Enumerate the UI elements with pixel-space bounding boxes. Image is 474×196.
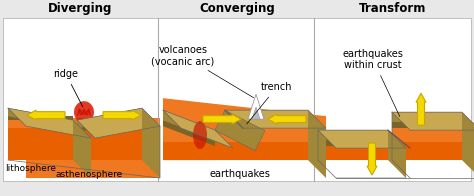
Polygon shape — [388, 130, 406, 178]
Polygon shape — [163, 110, 215, 140]
Polygon shape — [8, 116, 73, 120]
Polygon shape — [392, 142, 462, 160]
Text: volcanoes
(vocanic arc): volcanoes (vocanic arc) — [151, 45, 254, 98]
Text: Diverging: Diverging — [48, 2, 112, 15]
FancyArrow shape — [203, 114, 241, 124]
Polygon shape — [392, 128, 462, 160]
FancyArrow shape — [27, 110, 65, 120]
Polygon shape — [392, 112, 462, 122]
Polygon shape — [77, 120, 142, 160]
Polygon shape — [163, 110, 233, 148]
Polygon shape — [77, 128, 142, 160]
Text: ridge: ridge — [54, 69, 83, 107]
Polygon shape — [248, 94, 264, 119]
Polygon shape — [77, 108, 142, 128]
Polygon shape — [318, 130, 406, 148]
Polygon shape — [462, 112, 474, 178]
Polygon shape — [215, 110, 265, 151]
Polygon shape — [318, 146, 388, 160]
Polygon shape — [26, 118, 160, 178]
Polygon shape — [142, 108, 160, 178]
FancyArrow shape — [103, 110, 141, 120]
FancyArrow shape — [416, 93, 426, 125]
Text: asthenosphere: asthenosphere — [55, 170, 122, 179]
Polygon shape — [225, 142, 308, 160]
Polygon shape — [163, 120, 215, 146]
Polygon shape — [318, 142, 388, 160]
Polygon shape — [163, 140, 326, 160]
Polygon shape — [252, 107, 260, 119]
Polygon shape — [225, 110, 308, 120]
Polygon shape — [225, 110, 326, 128]
Text: lithosphere: lithosphere — [5, 163, 56, 172]
Polygon shape — [225, 126, 308, 160]
Ellipse shape — [193, 121, 207, 149]
Text: Transform: Transform — [359, 2, 427, 15]
Polygon shape — [8, 128, 73, 160]
FancyBboxPatch shape — [3, 18, 471, 181]
Polygon shape — [225, 120, 308, 126]
Ellipse shape — [74, 101, 94, 123]
FancyArrow shape — [268, 114, 306, 124]
Polygon shape — [77, 116, 142, 132]
Polygon shape — [8, 108, 91, 138]
Polygon shape — [77, 108, 160, 138]
Text: earthquakes: earthquakes — [210, 169, 271, 179]
Polygon shape — [318, 130, 388, 140]
Polygon shape — [318, 140, 388, 146]
Polygon shape — [392, 122, 462, 128]
Polygon shape — [163, 142, 215, 160]
FancyArrow shape — [367, 143, 377, 175]
Polygon shape — [392, 112, 474, 130]
Text: earthquakes
within crust: earthquakes within crust — [343, 49, 403, 117]
Polygon shape — [163, 98, 326, 160]
Polygon shape — [8, 120, 73, 160]
Polygon shape — [163, 126, 215, 160]
Polygon shape — [73, 120, 91, 178]
Polygon shape — [8, 108, 73, 128]
Polygon shape — [308, 110, 326, 178]
Text: trench: trench — [247, 82, 292, 124]
Text: Converging: Converging — [199, 2, 275, 15]
